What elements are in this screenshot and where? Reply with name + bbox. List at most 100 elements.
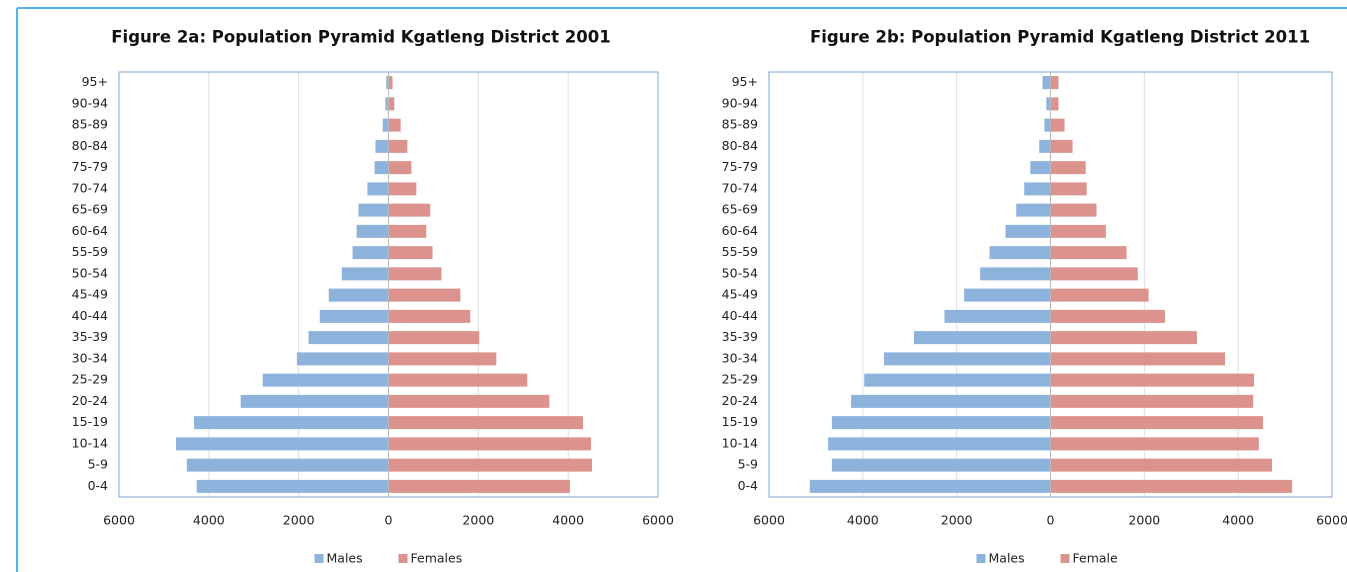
x-tick-label: 6000 <box>1316 513 1347 528</box>
bar <box>1050 416 1264 430</box>
bar <box>1050 97 1059 111</box>
bar <box>388 352 497 366</box>
bar <box>1050 139 1073 153</box>
bar <box>913 331 1051 345</box>
bar <box>1046 97 1051 111</box>
bar <box>388 224 427 238</box>
bar <box>1016 203 1051 217</box>
bar <box>1044 118 1051 132</box>
bar <box>944 309 1051 323</box>
x-tick-label: 6000 <box>103 513 135 528</box>
bar <box>352 246 389 260</box>
y-tick-label: 0-4 <box>738 478 758 493</box>
bar <box>388 458 592 472</box>
y-tick-label: 75-79 <box>722 159 758 174</box>
bar <box>1050 118 1065 132</box>
legend-swatch <box>314 554 324 563</box>
legend-swatch <box>398 554 408 563</box>
y-tick-label: 40-44 <box>722 308 758 323</box>
y-tick-label: 15-19 <box>722 414 758 429</box>
x-tick-label: 2000 <box>283 513 315 528</box>
y-tick-label: 90-94 <box>722 95 758 110</box>
y-tick-label: 70-74 <box>72 180 108 195</box>
bar <box>388 437 592 451</box>
y-tick-label: 0-4 <box>88 478 108 493</box>
bar <box>964 288 1051 302</box>
bar <box>388 161 412 175</box>
bar <box>1050 437 1259 451</box>
y-tick-label: 80-84 <box>72 138 108 153</box>
bar <box>1050 246 1127 260</box>
y-tick-label: 85-89 <box>722 117 758 132</box>
bar <box>1050 288 1149 302</box>
x-tick-label: 4000 <box>193 513 225 528</box>
bar <box>196 479 389 493</box>
x-tick-label: 4000 <box>1222 513 1254 528</box>
y-tick-label: 80-84 <box>722 138 758 153</box>
y-tick-label: 45-49 <box>72 287 108 302</box>
bar <box>883 352 1051 366</box>
bar <box>388 76 393 90</box>
y-tick-label: 75-79 <box>72 159 108 174</box>
bar <box>308 331 389 345</box>
y-tick-label: 10-14 <box>722 435 758 450</box>
bar <box>296 352 389 366</box>
bar <box>388 416 583 430</box>
bar <box>1050 309 1165 323</box>
bar <box>388 203 431 217</box>
bar <box>388 182 417 196</box>
bar <box>341 267 389 281</box>
bar <box>1050 394 1254 408</box>
bar <box>1050 479 1293 493</box>
bar <box>388 246 433 260</box>
bar <box>367 182 389 196</box>
x-tick-label: 0 <box>385 513 393 528</box>
y-tick-label: 90-94 <box>72 95 108 110</box>
bar <box>828 437 1051 451</box>
bar <box>176 437 389 451</box>
bar <box>1050 161 1086 175</box>
legend-label: Females <box>411 551 463 566</box>
bar <box>1050 224 1106 238</box>
bar <box>1050 182 1087 196</box>
bar <box>980 267 1051 281</box>
legend-swatch <box>976 554 986 563</box>
bar <box>1039 139 1051 153</box>
bar <box>319 309 389 323</box>
y-tick-label: 25-29 <box>72 372 108 387</box>
x-tick-label: 4000 <box>847 513 879 528</box>
legend-label: Males <box>989 551 1025 566</box>
bar <box>809 479 1051 493</box>
bar <box>388 373 528 387</box>
bar <box>328 288 389 302</box>
bar <box>831 458 1051 472</box>
bar <box>388 331 480 345</box>
y-tick-label: 30-34 <box>722 350 758 365</box>
bar <box>1050 331 1197 345</box>
bar <box>386 76 389 90</box>
y-tick-label: 5-9 <box>738 457 758 472</box>
bar <box>388 394 550 408</box>
x-tick-label: 2000 <box>1128 513 1160 528</box>
bar <box>864 373 1051 387</box>
y-tick-label: 10-14 <box>72 435 108 450</box>
y-tick-label: 50-54 <box>722 265 758 280</box>
legend-label: Males <box>327 551 363 566</box>
y-tick-label: 70-74 <box>722 180 758 195</box>
y-tick-label: 35-39 <box>72 329 108 344</box>
bar <box>388 309 471 323</box>
bar <box>374 161 389 175</box>
y-tick-label: 55-59 <box>72 244 108 259</box>
bar <box>382 118 389 132</box>
y-tick-label: 5-9 <box>88 457 108 472</box>
bar <box>851 394 1051 408</box>
x-tick-label: 6000 <box>753 513 785 528</box>
x-tick-label: 6000 <box>642 513 674 528</box>
y-tick-label: 45-49 <box>722 287 758 302</box>
bar <box>385 97 389 111</box>
legend-label: Female <box>1073 551 1119 566</box>
y-tick-label: 95+ <box>82 74 108 89</box>
chart-title: Figure 2b: Population Pyramid Kgatleng D… <box>810 28 1310 47</box>
x-tick-label: 0 <box>1047 513 1055 528</box>
bar <box>1030 161 1051 175</box>
